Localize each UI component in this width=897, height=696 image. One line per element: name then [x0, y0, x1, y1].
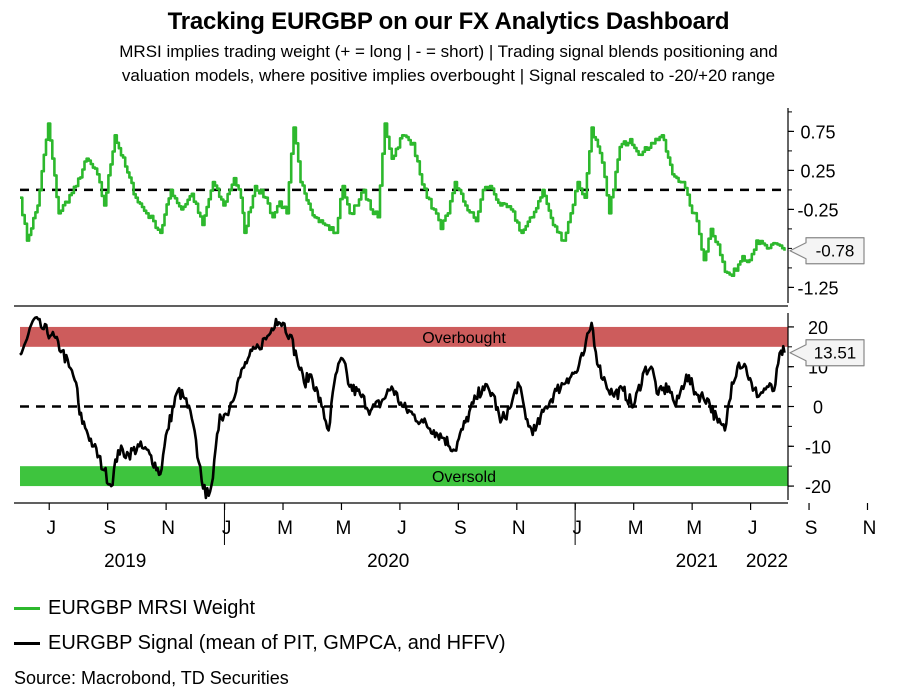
legend-item-signal: EURGBP Signal (mean of PIT, GMPCA, and H…	[14, 632, 506, 655]
x-month-label: M	[686, 518, 702, 539]
last-value-box-1	[789, 237, 865, 265]
x-year-label: 2021	[676, 551, 718, 572]
y-tick-label: -1.25	[797, 278, 838, 298]
x-month-label: M	[277, 518, 293, 539]
x-month-label: J	[46, 518, 56, 539]
source-note: Source: Macrobond, TD Securities	[14, 668, 289, 688]
axis-ticks	[48, 111, 869, 545]
y-tick-label: 0	[813, 398, 823, 418]
last-value-box-2	[789, 339, 865, 367]
legend-swatch-signal	[14, 642, 40, 645]
last-value-callouts: -0.78 13.51	[789, 237, 865, 367]
x-year-label: 2022	[746, 551, 788, 572]
x-year-label: 2020	[367, 551, 409, 572]
x-month-label: N	[161, 518, 175, 539]
y-tick-label: 20	[808, 318, 828, 338]
legend-label-signal: EURGBP Signal (mean of PIT, GMPCA, and H…	[48, 632, 506, 654]
x-month-label: M	[336, 518, 352, 539]
chart-title: Tracking EURGBP on our FX Analytics Dash…	[167, 8, 730, 35]
signal-line	[19, 316, 786, 500]
band-overbought	[20, 326, 788, 347]
y-tick-label: -10	[805, 437, 831, 457]
x-month-label: J	[573, 518, 583, 539]
y-tick-label: -20	[805, 477, 831, 497]
chart-subtitle-line2: valuation models, where positive implies…	[121, 66, 776, 85]
band-label-oversold: Oversold	[432, 469, 496, 486]
series-lines	[19, 122, 786, 500]
legend-swatch-mrsi	[14, 607, 40, 610]
y-tick-label: 0.25	[800, 161, 835, 181]
x-month-label: S	[805, 518, 818, 539]
legend-item-mrsi: EURGBP MRSI Weight	[14, 597, 255, 620]
chart-subtitle-line1: MRSI implies trading weight (+ = long | …	[119, 42, 778, 61]
reference-lines	[20, 188, 788, 408]
x-month-label: J	[222, 518, 232, 539]
x-month-label: J	[748, 518, 758, 539]
y-tick-label: 0.75	[800, 122, 835, 142]
legend-label-mrsi: EURGBP MRSI Weight	[48, 597, 256, 619]
band-oversold	[20, 466, 788, 487]
x-month-label: N	[863, 518, 877, 539]
mrsi-weight-line	[20, 122, 786, 277]
x-month-label: S	[103, 518, 116, 539]
y-tick-label: -0.25	[797, 200, 838, 220]
last-value-label-2: 13.51	[814, 344, 857, 363]
x-month-label: J	[397, 518, 407, 539]
x-month-label: S	[454, 518, 467, 539]
x-year-label: 2019	[104, 551, 146, 572]
last-value-label-1: -0.78	[816, 242, 855, 261]
x-month-label: N	[512, 518, 526, 539]
band-label-overbought: Overbought	[422, 330, 506, 347]
x-month-label: M	[628, 518, 644, 539]
